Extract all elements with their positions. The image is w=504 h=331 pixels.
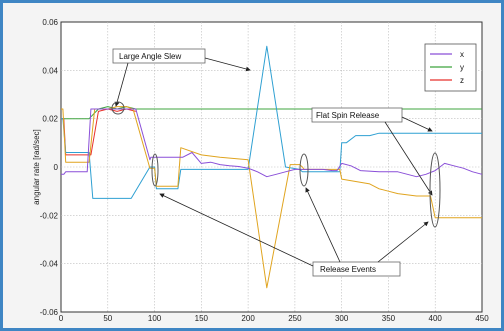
- x-tick-label: 200: [241, 314, 255, 323]
- legend-label-z: z: [460, 76, 464, 85]
- y-tick-labels: -0.06 -0.04 -0.02 0 0.02 0.04 0.06: [40, 18, 59, 317]
- x-tick-labels: 0 50 100 150 200 250 300 350 400 450: [59, 314, 489, 323]
- y-tick-label: -0.06: [40, 308, 59, 317]
- callout-box: [312, 261, 401, 277]
- y-tick-label: 0.06: [42, 18, 58, 27]
- callout-label: Release Events: [320, 265, 376, 274]
- legend: x y z: [424, 43, 477, 92]
- callout-arrow: [401, 116, 433, 132]
- y-tick-label: -0.02: [40, 211, 59, 220]
- callout-label: Large Angle Slew: [119, 52, 181, 61]
- y-tick-label: 0.04: [42, 66, 58, 75]
- highlight-ellipse: [429, 152, 441, 228]
- x-tick-label: 300: [335, 314, 349, 323]
- callout-arrow: [204, 57, 251, 72]
- y-tick-label: 0.02: [42, 115, 58, 124]
- x-tick-label: 350: [382, 314, 396, 323]
- legend-label-x: x: [460, 50, 464, 59]
- legend-label-y: y: [460, 63, 464, 72]
- callout-arrow: [377, 221, 429, 263]
- x-tick-label: 150: [195, 314, 209, 323]
- series-lines: [61, 45, 483, 289]
- y-tick-label: -0.04: [40, 260, 59, 269]
- series-line-y: [61, 106, 482, 120]
- callout-arrow: [159, 193, 314, 267]
- annotation-release-events: Release Events: [159, 187, 429, 277]
- highlight-ellipse: [151, 153, 159, 187]
- highlight-ellipse: [299, 153, 309, 187]
- callout-arrow: [384, 121, 433, 196]
- callout-box: [311, 107, 403, 123]
- callout-arrow: [114, 62, 129, 107]
- x-tick-label: 100: [148, 314, 162, 323]
- x-tick-label: 250: [288, 314, 302, 323]
- x-tick-label: 0: [59, 314, 64, 323]
- callout-box: [112, 48, 206, 64]
- annotation-large-angle-slew: Large Angle Slew: [112, 48, 251, 107]
- annotation-flat-spin-release: Flat Spin Release: [311, 107, 433, 196]
- y-tick-label: 0: [54, 163, 59, 172]
- y-axis-label: angular rate [rad/sec]: [32, 129, 41, 205]
- highlight-ellipse: [111, 101, 125, 115]
- x-tick-label: 50: [103, 314, 112, 323]
- series-line-x: [61, 108, 483, 178]
- series-line-unlabeled-4: [61, 45, 482, 199]
- x-tick-label: 400: [429, 314, 443, 323]
- x-tick-label: 450: [475, 314, 489, 323]
- callout-arrow: [305, 187, 341, 263]
- callout-label: Flat Spin Release: [316, 111, 380, 120]
